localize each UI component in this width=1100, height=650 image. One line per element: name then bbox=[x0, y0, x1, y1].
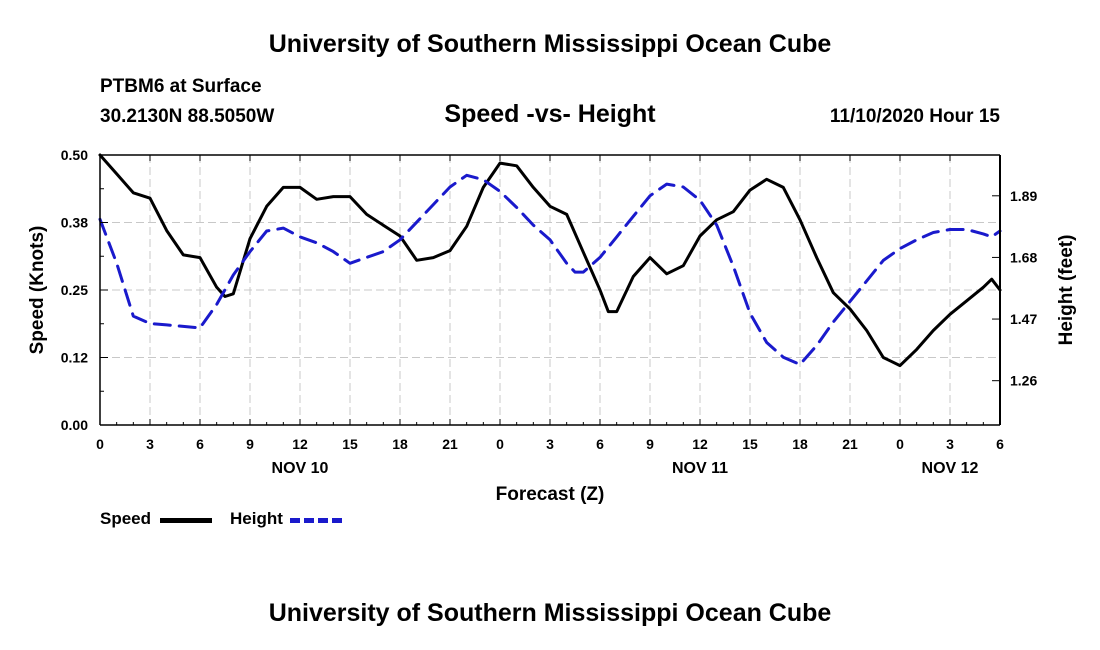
y-right-tick-label: 1.47 bbox=[1010, 311, 1037, 327]
x-tick-label: 3 bbox=[146, 436, 154, 452]
x-tick-label: 21 bbox=[442, 436, 458, 452]
station-coordinates: 30.2130N 88.5050W bbox=[100, 106, 275, 127]
x-axis-label: Forecast (Z) bbox=[496, 484, 605, 505]
right-y-axis-label: Height (feet) bbox=[1056, 235, 1077, 346]
x-tick-label: 18 bbox=[792, 436, 808, 452]
x-tick-label: 0 bbox=[496, 436, 504, 452]
legend-speed-label: Speed bbox=[100, 509, 152, 528]
y-left-tick-label: 0.12 bbox=[61, 350, 88, 366]
series-layer bbox=[98, 153, 1002, 368]
date-label: NOV 11 bbox=[672, 460, 728, 477]
x-tick-label: 0 bbox=[896, 436, 904, 452]
x-tick-label: 9 bbox=[246, 436, 254, 452]
page-title: University of Southern Mississippi Ocean… bbox=[268, 30, 832, 58]
speed-series-line bbox=[98, 153, 1002, 368]
x-tick-label: 15 bbox=[742, 436, 758, 452]
y-left-tick-label: 0.38 bbox=[61, 215, 88, 231]
axes: 0 3 6 9 12 15 18 21 0 3 6 9 12 15 18 21 0 3 6 NOV 10 NOV 11 N… bbox=[61, 147, 1038, 477]
date-label: NOV 12 bbox=[922, 460, 979, 477]
date-label: NOV 10 bbox=[272, 460, 329, 477]
x-tick-label: 6 bbox=[596, 436, 604, 452]
legend-height-label: Height bbox=[230, 509, 283, 528]
x-tick-label: 6 bbox=[996, 436, 1004, 452]
y-right-tick-label: 1.68 bbox=[1010, 249, 1037, 265]
y-left-tick-label: 0.25 bbox=[61, 282, 88, 298]
x-tick-label: 12 bbox=[292, 436, 308, 452]
x-tick-label: 9 bbox=[646, 436, 654, 452]
x-tick-label: 18 bbox=[392, 436, 408, 452]
x-tick-label: 15 bbox=[342, 436, 358, 452]
x-tick-label: 0 bbox=[96, 436, 104, 452]
legend-height-swatch bbox=[290, 518, 342, 523]
height-series-line bbox=[98, 173, 1002, 366]
y-right-tick-label: 1.26 bbox=[1010, 373, 1037, 389]
y-left-tick-label: 0.00 bbox=[61, 417, 88, 433]
y-right-tick-label: 1.89 bbox=[1010, 188, 1037, 204]
x-tick-label: 12 bbox=[692, 436, 708, 452]
x-tick-label: 3 bbox=[546, 436, 554, 452]
footer-title: University of Southern Mississippi Ocean… bbox=[268, 599, 832, 627]
legend-speed-swatch bbox=[160, 518, 212, 523]
x-tick-label: 3 bbox=[946, 436, 954, 452]
station-name: PTBM6 at Surface bbox=[100, 76, 262, 97]
left-y-axis-label: Speed (Knots) bbox=[27, 226, 48, 355]
forecast-datetime: 11/10/2020 Hour 15 bbox=[829, 106, 1000, 127]
chart-title: Speed -vs- Height bbox=[444, 100, 656, 128]
y-left-tick-label: 0.50 bbox=[61, 147, 88, 163]
x-tick-label: 6 bbox=[196, 436, 204, 452]
x-tick-label: 21 bbox=[842, 436, 858, 452]
